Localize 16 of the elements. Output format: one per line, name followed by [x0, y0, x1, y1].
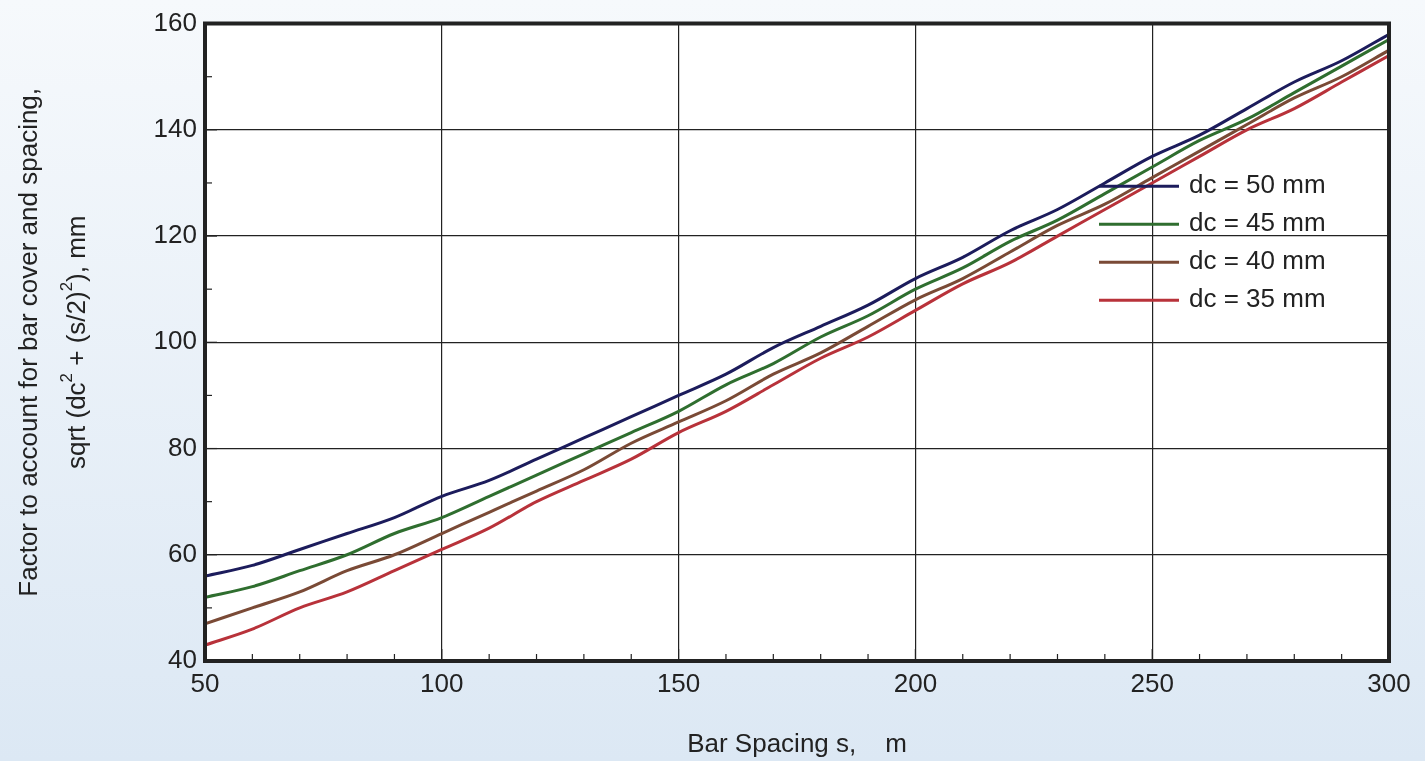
y-tick-label: 60 [168, 537, 197, 568]
x-tick-label: 300 [1367, 667, 1411, 698]
x-tick-label: 250 [1130, 667, 1174, 698]
x-tick-label: 100 [420, 667, 464, 698]
y-tick-label: 100 [153, 325, 197, 356]
y-tick-label: 120 [153, 219, 197, 250]
legend-label: dc = 35 mm [1189, 283, 1326, 314]
y-tick-label: 160 [153, 6, 197, 37]
y-tick-label: 140 [153, 113, 197, 144]
legend-label: dc = 40 mm [1189, 245, 1326, 276]
legend-label: dc = 50 mm [1189, 169, 1326, 200]
x-tick-label: 150 [656, 667, 701, 698]
x-axis-title: Bar Spacing s, m [687, 728, 907, 759]
y-tick-label: 80 [168, 431, 197, 462]
legend-label: dc = 45 mm [1189, 207, 1326, 238]
x-tick-label: 200 [893, 667, 938, 698]
